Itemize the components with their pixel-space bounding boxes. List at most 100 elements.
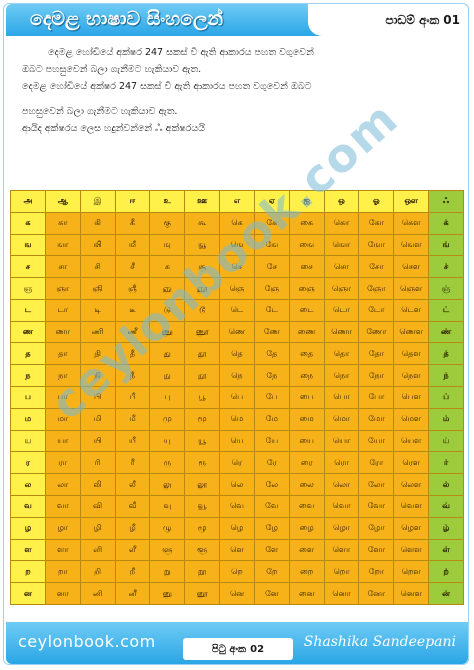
letter-cell: பு: [149, 386, 186, 409]
letter-cell: ஙா: [44, 233, 81, 257]
letter-cell: சொ: [323, 255, 360, 279]
letter-cell: யி: [79, 429, 116, 453]
table-row: ழ ழா ழி ழீ ழு ழூ ழெ ழே ழை ழொ ழோ ழௌ ழ்: [10, 516, 464, 540]
letter-cell: ரோ: [358, 451, 395, 475]
letter-cell: பி: [79, 386, 116, 409]
letter-cell: கீ: [114, 211, 151, 235]
letter-cell: றே: [253, 560, 290, 584]
letter-cell: ம: [10, 407, 46, 431]
letter-cell: ல: [10, 473, 46, 496]
letter-cell: லை: [288, 473, 325, 496]
letter-cell: ள: [10, 538, 46, 562]
letter-cell: ஙே: [253, 233, 290, 257]
header-cell: ஒ: [323, 190, 360, 213]
letter-cell: னே: [253, 582, 290, 605]
letter-cell: சோ: [358, 255, 395, 279]
table-row: ய யா யி யீ யு யூ யெ யே யை யொ யோ யௌ ய்: [10, 429, 464, 453]
lesson-number: 01: [443, 13, 460, 27]
letter-cell: ர்: [428, 451, 464, 475]
letter-cell: ழ: [10, 516, 46, 540]
letter-cell: லௌ: [393, 473, 430, 496]
page-border: [3, 3, 469, 665]
letter-cell: ஙீ: [114, 233, 151, 257]
letter-cell: ணை: [288, 320, 325, 344]
letter-cell: வா: [44, 494, 81, 518]
letter-cell: யு: [149, 429, 186, 453]
letter-cell: மை: [288, 407, 325, 431]
letter-cell: மூ: [184, 407, 221, 431]
letter-cell: ற்: [428, 560, 464, 584]
table-row: ர ரா ரி ரீ ரு ரூ ரெ ரே ரை ரொ ரோ ரௌ ர்: [10, 451, 464, 475]
letter-cell: வே: [253, 494, 290, 518]
letter-cell: வோ: [358, 494, 395, 518]
letter-cell: னொ: [323, 582, 360, 605]
lesson-box: පාඩම් අංක 01: [308, 4, 468, 36]
table-row: த தா தி தீ து தூ தெ தே தை தொ தோ தௌ த்: [10, 342, 464, 366]
letter-cell: ளொ: [323, 538, 360, 562]
letter-cell: ரா: [44, 451, 81, 475]
letter-cell: னீ: [114, 582, 151, 605]
letter-cell: பொ: [323, 386, 360, 409]
letter-cell: ர: [10, 451, 46, 475]
letter-cell: கை: [288, 211, 325, 235]
letter-cell: ளூ: [184, 538, 221, 562]
letter-cell: ணூ: [184, 320, 221, 344]
letter-cell: ணெ: [219, 320, 255, 344]
page-title: දෙමළ භාෂාව සිංහලෙන්: [30, 8, 224, 30]
letter-cell: மி: [79, 407, 116, 431]
table-row: ல லா லி லீ லு லூ லெ லே லை லொ லோ லௌ ல்: [10, 473, 464, 496]
letter-cell: ணீ: [114, 320, 151, 344]
page-number-box: පිටු අංක 02: [183, 638, 293, 660]
letter-cell: சு: [149, 255, 186, 279]
letter-cell: டோ: [358, 298, 395, 322]
letter-cell: ய்: [428, 429, 464, 453]
letter-cell: நௌ: [393, 364, 430, 388]
letter-cell: சீ: [114, 255, 151, 279]
letter-cell: தோ: [358, 342, 395, 366]
header-cell: அ: [10, 190, 46, 213]
letter-cell: ற: [10, 560, 46, 584]
letter-cell: ட: [10, 298, 46, 322]
letter-cell: ந்: [428, 364, 464, 388]
letter-cell: ஙோ: [358, 233, 395, 257]
letter-cell: ரொ: [323, 451, 360, 475]
letter-cell: ளே: [253, 538, 290, 562]
letter-cell: ங: [10, 233, 46, 257]
letter-cell: நெ: [219, 364, 255, 388]
letter-cell: வி: [79, 494, 116, 518]
letter-cell: ழீ: [114, 516, 151, 540]
letter-cell: மௌ: [393, 407, 430, 431]
letter-cell: வ்: [428, 494, 464, 518]
letter-cell: த்: [428, 342, 464, 366]
letter-cell: ழூ: [184, 516, 221, 540]
letter-cell: ம்: [428, 407, 464, 431]
letter-cell: நீ: [114, 364, 151, 388]
letter-cell: டி: [79, 298, 116, 322]
letter-cell: று: [149, 560, 186, 584]
letter-cell: யை: [288, 429, 325, 453]
header-cell: ஔ: [393, 190, 430, 213]
letter-cell: சை: [288, 255, 325, 279]
letter-cell: து: [149, 342, 186, 366]
letter-cell: ஞி: [79, 277, 116, 300]
letter-cell: றி: [79, 560, 116, 584]
letter-cell: மே: [253, 407, 290, 431]
letter-cell: லி: [79, 473, 116, 496]
letter-cell: ஙொ: [323, 233, 360, 257]
letter-cell: ளா: [44, 538, 81, 562]
letter-cell: நே: [253, 364, 290, 388]
letter-cell: செ: [219, 255, 255, 279]
letter-cell: ழெ: [219, 516, 255, 540]
letter-cell: பூ: [184, 386, 221, 409]
letter-cell: யூ: [184, 429, 221, 453]
letter-cell: ஞா: [44, 277, 81, 300]
letter-cell: சௌ: [393, 255, 430, 279]
intro-line-3: දෙමළ හෝඩියේ අක්ෂර 247 සකස් වී ඇති ආකාරය …: [22, 81, 312, 92]
letter-cell: நா: [44, 364, 81, 388]
letter-cell: ங்: [428, 233, 464, 257]
letter-cell: டெ: [219, 298, 255, 322]
letter-cell: பா: [44, 386, 81, 409]
letter-cell: கு: [149, 211, 186, 235]
letter-cell: பீ: [114, 386, 151, 409]
letter-cell: ணே: [253, 320, 290, 344]
